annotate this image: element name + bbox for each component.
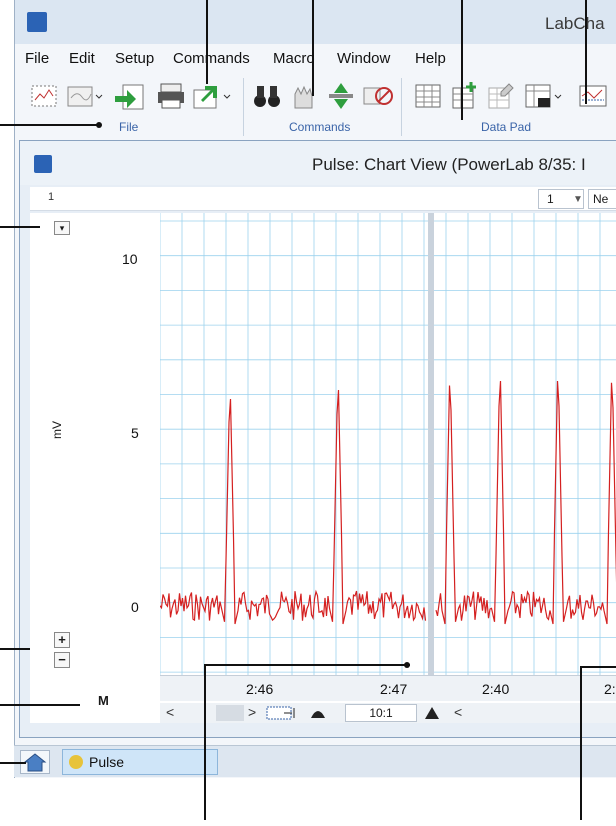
ribbon-toolbar: File Commands Data Pad bbox=[15, 74, 616, 140]
data-pad-edit-icon[interactable] bbox=[485, 80, 517, 112]
next-button[interactable]: Ne bbox=[588, 189, 616, 209]
no-sampling-icon[interactable] bbox=[361, 80, 395, 112]
multi-scale-icon[interactable] bbox=[325, 80, 357, 112]
zoom-out-button[interactable]: − bbox=[54, 652, 70, 668]
marker-icon[interactable]: M bbox=[98, 693, 109, 708]
callout-line bbox=[0, 704, 80, 706]
scroll-left-button[interactable]: < bbox=[166, 704, 175, 720]
x-tick-label: 2:47 bbox=[380, 681, 408, 697]
menu-file[interactable]: File bbox=[25, 50, 50, 67]
add-to-data-pad-icon[interactable] bbox=[449, 80, 481, 112]
document-title-bar: Pulse: Chart View (PowerLab 8/35: I bbox=[20, 141, 616, 185]
time-axis: 2:46 2:47 2:40 2: bbox=[160, 675, 616, 701]
callout-dot bbox=[404, 662, 410, 668]
menu-help[interactable]: Help bbox=[415, 50, 446, 67]
callout-line bbox=[0, 124, 100, 126]
y-tick-label: 5 bbox=[131, 425, 139, 441]
scroll-thumb[interactable] bbox=[216, 705, 244, 721]
increase-compression-icon[interactable] bbox=[422, 705, 442, 721]
ribbon-group-file-label: File bbox=[119, 120, 139, 134]
waveform-chart[interactable] bbox=[160, 213, 616, 676]
menu-bar: File Edit Setup Commands Macro Window He… bbox=[15, 48, 616, 72]
menu-commands[interactable]: Commands bbox=[173, 50, 250, 67]
macro-hand-icon[interactable] bbox=[287, 80, 319, 112]
menu-macro[interactable]: Macro bbox=[273, 50, 315, 67]
y-tick-label: 10 bbox=[122, 251, 138, 267]
callout-line bbox=[580, 666, 616, 668]
callout-line bbox=[204, 664, 410, 666]
zoom-in-button[interactable]: + bbox=[54, 632, 70, 648]
pulse-document-icon bbox=[69, 755, 83, 769]
menu-edit[interactable]: Edit bbox=[69, 50, 95, 67]
data-pad-table-icon[interactable] bbox=[413, 80, 443, 112]
new-document-icon[interactable] bbox=[29, 80, 61, 112]
title-bar: LabCha bbox=[15, 0, 616, 44]
scroll-left-button-right-view[interactable]: < bbox=[454, 704, 463, 720]
chevron-down-icon: ▼ bbox=[573, 194, 583, 205]
callout-line bbox=[461, 0, 463, 120]
data-pad-column-icon[interactable] bbox=[523, 80, 563, 112]
fit-view-icon[interactable] bbox=[266, 705, 302, 721]
channel-select-value: 1 bbox=[547, 192, 554, 206]
chart-toolbar: 1 1 ▼ Ne bbox=[30, 187, 616, 211]
y-tick-label: 0 bbox=[131, 599, 139, 615]
ribbon-group-datapad-label: Data Pad bbox=[481, 120, 532, 134]
open-document-icon[interactable] bbox=[65, 80, 103, 112]
y-axis-label: mV bbox=[50, 421, 64, 439]
callout-line bbox=[0, 648, 30, 650]
document-taskbar: Pulse bbox=[14, 745, 616, 777]
app-title: LabCha bbox=[545, 14, 605, 33]
callout-line bbox=[580, 666, 582, 820]
import-icon[interactable] bbox=[113, 80, 149, 112]
signal-trace-right bbox=[435, 380, 616, 625]
scale-popup-menu[interactable]: ▾ bbox=[54, 221, 70, 235]
decrease-compression-icon[interactable] bbox=[308, 705, 328, 721]
find-binoculars-icon[interactable] bbox=[251, 80, 283, 112]
labchart-app-icon bbox=[27, 12, 47, 32]
callout-line bbox=[585, 0, 587, 104]
view-split-bar bbox=[428, 213, 434, 676]
menu-window[interactable]: Window bbox=[337, 50, 391, 67]
group-separator bbox=[401, 78, 402, 136]
scroll-controls: < > 10:1 < bbox=[160, 703, 616, 723]
callout-line bbox=[204, 664, 206, 820]
x-tick-label: 2:40 bbox=[482, 681, 510, 697]
chart-view-icon bbox=[34, 155, 52, 173]
ribbon-group-commands-label: Commands bbox=[289, 120, 351, 134]
document-title: Pulse: Chart View (PowerLab 8/35: I bbox=[312, 155, 586, 174]
callout-line bbox=[0, 762, 26, 764]
print-icon[interactable] bbox=[155, 80, 187, 112]
chart-plot-area: ▾ mV 10 5 0 + − M 2:46 2:47 2:40 2: < bbox=[30, 213, 616, 723]
x-tick-label: 2: bbox=[604, 681, 616, 697]
chart-view-window: Pulse: Chart View (PowerLab 8/35: I 1 1 … bbox=[19, 140, 616, 738]
channel-select[interactable]: 1 ▼ bbox=[538, 189, 584, 209]
callout-dot bbox=[96, 122, 102, 128]
callout-line bbox=[0, 226, 40, 228]
data-pad-plot-icon[interactable] bbox=[577, 80, 609, 112]
app-window: LabCha File Edit Setup Commands Macro Wi… bbox=[14, 0, 616, 778]
chart-grid bbox=[160, 213, 616, 676]
scroll-right-button[interactable]: > bbox=[248, 704, 257, 720]
x-tick-label: 2:46 bbox=[246, 681, 274, 697]
signal-trace-left bbox=[160, 389, 427, 625]
menu-setup[interactable]: Setup bbox=[115, 50, 155, 67]
tab-pulse[interactable]: Pulse bbox=[62, 749, 218, 775]
page-number: 1 bbox=[48, 191, 55, 203]
callout-line bbox=[206, 0, 208, 84]
callout-line bbox=[312, 0, 314, 96]
export-icon[interactable] bbox=[191, 80, 231, 112]
compression-value[interactable]: 10:1 bbox=[345, 704, 417, 722]
group-separator bbox=[243, 78, 244, 136]
tab-pulse-label: Pulse bbox=[89, 754, 125, 770]
